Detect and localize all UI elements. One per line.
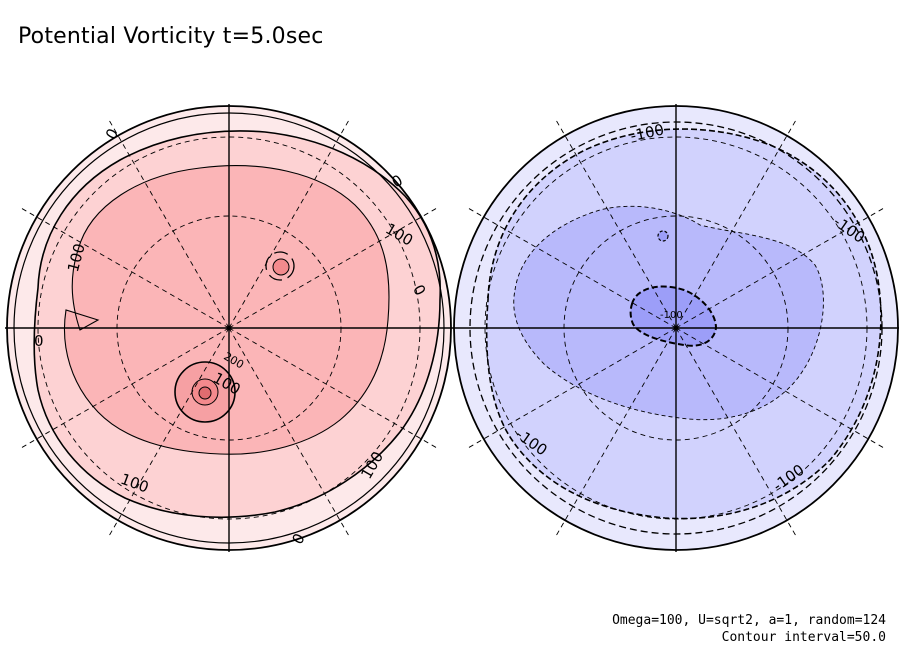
- parameters-caption: Omega=100, U=sqrt2, a=1, random=124: [612, 613, 886, 628]
- right-meridians: [467, 119, 885, 537]
- contour-label: -100: [660, 310, 683, 321]
- right-vortex-center: [629, 285, 718, 347]
- left-vortex-lower-core: [198, 386, 212, 400]
- left-vortex-upper-ring: [265, 251, 295, 281]
- left-meridians: [20, 119, 438, 537]
- plot-title: Potential Vorticity t=5.0sec: [18, 24, 324, 49]
- contour-label: 0: [34, 332, 44, 350]
- right-vortex-small: [657, 230, 669, 242]
- right-pole-marker: [673, 325, 679, 331]
- contour-interval-caption: Contour interval=50.0: [721, 630, 886, 645]
- left-inner-fill: [63, 165, 390, 455]
- left-pole-marker: [226, 325, 232, 331]
- left-vortex-upper: [272, 258, 290, 276]
